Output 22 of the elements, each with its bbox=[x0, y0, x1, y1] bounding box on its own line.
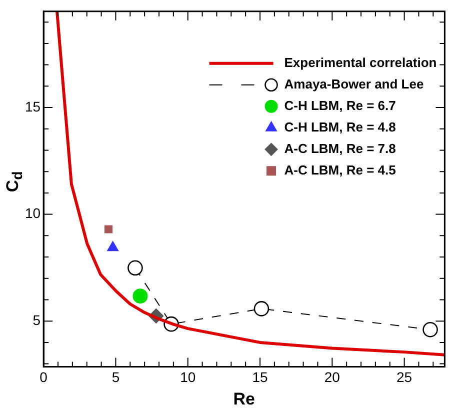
legend-label: Experimental correlation bbox=[284, 54, 437, 70]
x-tick-label: 15 bbox=[252, 369, 268, 386]
x-tick-label: 25 bbox=[396, 369, 412, 386]
x-tick-label: 5 bbox=[112, 369, 120, 386]
y-tick-label: 15 bbox=[24, 98, 41, 114]
point bbox=[128, 260, 143, 276]
legend-label: Amaya-Bower and Lee bbox=[284, 76, 424, 92]
legend-label: C-H LBM, Re = 4.8 bbox=[284, 119, 396, 134]
x-axis-title: Re bbox=[233, 389, 256, 408]
point bbox=[422, 322, 438, 338]
legend-label: A-C LBM, Re = 7.8 bbox=[284, 140, 396, 156]
y-tick-label: 5 bbox=[32, 312, 41, 328]
y-tick-label: 10 bbox=[24, 205, 41, 222]
point bbox=[254, 301, 270, 316]
x-tick-label: 20 bbox=[324, 369, 340, 386]
legend-label: A-C LBM, Re = 4.5 bbox=[284, 162, 396, 178]
point bbox=[132, 288, 148, 304]
x-tick-label: 0 bbox=[40, 369, 48, 386]
point bbox=[104, 225, 113, 234]
x-tick-label: 10 bbox=[180, 369, 196, 386]
legend-label: C-H LBM, Re = 6.7 bbox=[284, 98, 396, 113]
point bbox=[107, 241, 119, 252]
